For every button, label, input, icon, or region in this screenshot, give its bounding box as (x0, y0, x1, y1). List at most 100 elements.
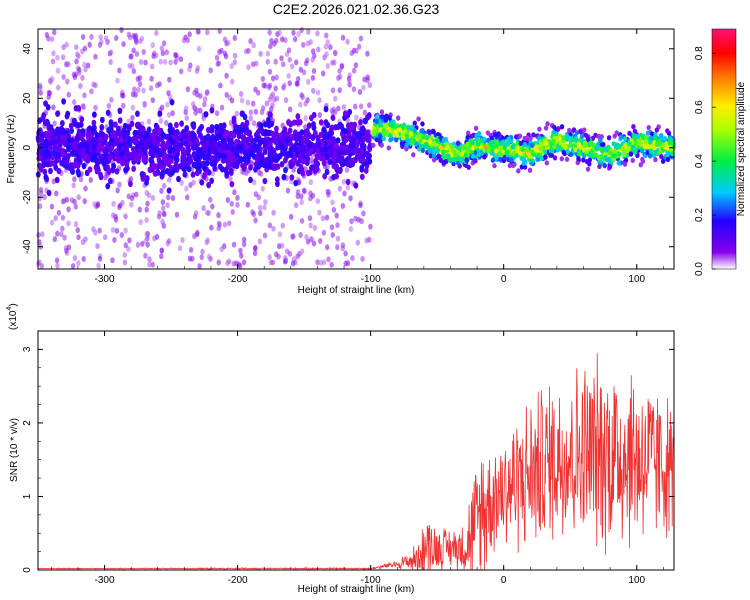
spectrogram-scatter-blob (88, 176, 93, 183)
spectrogram-scatter-blob (310, 56, 316, 63)
spectrogram-band-blob (353, 182, 359, 189)
spectrogram-scatter-blob (194, 67, 200, 74)
spectrogram-scatter-blob (103, 35, 109, 42)
spectrogram-scatter-blob (325, 39, 330, 46)
spectrogram-band-blob (108, 145, 114, 152)
spectrogram-band-blob (356, 130, 362, 138)
spectrogram-scatter-blob (219, 246, 224, 253)
spectrogram-scatter-blob (136, 86, 141, 93)
spectrogram-band-blob (568, 142, 573, 148)
spectrogram-scatter-blob (351, 86, 357, 93)
spectrogram-band-blob (383, 117, 389, 123)
spectrogram-band-blob (527, 167, 533, 173)
spectrogram-scatter-blob (299, 27, 304, 34)
spectrogram-scatter-blob (365, 50, 370, 57)
spectrogram-scatter-blob (300, 248, 305, 255)
spectrogram-scatter-blob (81, 256, 86, 263)
spectrogram-scatter-blob (83, 66, 88, 73)
spectrogram-scatter-blob (308, 222, 313, 229)
spectrogram-scatter-blob (228, 175, 233, 182)
spectrogram-scatter-blob (42, 193, 47, 200)
spectrogram-band-blob (492, 132, 498, 138)
spectrogram-band-blob (56, 151, 61, 159)
spectrogram-band-blob (117, 117, 123, 124)
spectrogram-band-blob (159, 164, 165, 171)
spectrogram-band-blob (174, 128, 180, 136)
spectrogram-scatter-blob (299, 193, 304, 200)
spectrogram-band-blob (314, 153, 320, 160)
spectrogram-scatter-blob (224, 72, 229, 79)
spectrogram-scatter-blob (341, 178, 347, 185)
spectrogram-scatter-blob (259, 170, 264, 177)
spectrogram-scatter-blob (353, 62, 359, 69)
spectrogram-scatter-blob (52, 29, 57, 36)
spectrogram-scatter-blob (111, 200, 116, 207)
spectrogram-scatter-blob (55, 230, 60, 237)
spectrogram-scatter-blob (222, 221, 228, 228)
spectrogram-scatter-blob (117, 181, 122, 188)
spectrogram-band-blob (371, 131, 377, 137)
spectrogram-band-blob (49, 160, 54, 167)
spectrogram-band-blob (640, 158, 646, 164)
spectrogram-scatter-blob (252, 250, 258, 257)
spectrogram-band-blob (517, 133, 523, 139)
spectrogram-scatter-blob (162, 58, 168, 65)
spectrogram-band-blob (619, 134, 624, 140)
spectrogram-band-blob (441, 149, 446, 155)
spectrogram-scatter-blob (320, 70, 326, 77)
spectrogram-scatter-blob (141, 87, 146, 94)
spectrogram-scatter-blob (131, 47, 136, 54)
spectrogram-scatter-blob (66, 91, 71, 98)
spectrogram-scatter-blob (82, 92, 87, 99)
spectrogram-scatter-blob (177, 245, 183, 252)
spectrogram-band-blob (300, 138, 306, 145)
spectrogram-scatter-blob (239, 252, 244, 259)
spectrogram-band-blob (41, 161, 47, 169)
spectrogram-scatter-blob (356, 216, 361, 223)
spectrogram-scatter-blob (184, 185, 189, 192)
spectrogram-band-blob (74, 134, 80, 142)
spectrogram-band-blob (240, 110, 245, 117)
spectrogram-band-blob (575, 160, 580, 166)
snr-series (37, 353, 675, 571)
spectrogram-scatter-blob (202, 101, 207, 108)
spectrogram-band-blob (328, 127, 334, 134)
spectrogram-xtick-label: 0 (501, 274, 507, 285)
spectrogram-scatter-blob (308, 39, 313, 46)
spectrogram-band-blob (486, 147, 491, 154)
spectrogram-scatter-blob (111, 212, 116, 219)
spectrogram-band-blob (379, 142, 384, 148)
spectrogram-scatter-blob (310, 74, 316, 81)
spectrogram-scatter-blob (137, 81, 143, 88)
spectrogram-band-blob (47, 144, 53, 151)
spectrogram-scatter-blob (126, 193, 131, 200)
spectrogram-band-blob (490, 157, 496, 163)
spectrogram-scatter-blob (324, 244, 330, 251)
spectrogram-band-blob (263, 128, 269, 136)
spectrogram-scatter-blob (119, 231, 124, 238)
spectrogram-scatter-blob (146, 118, 152, 125)
spectrogram-scatter-blob (37, 203, 43, 210)
spectrogram-band-blob (177, 163, 183, 170)
spectrogram-scatter-blob (367, 102, 372, 109)
spectrogram-scatter-blob (239, 97, 245, 104)
spectrogram-band-blob (394, 137, 399, 143)
spectrogram-band-blob (229, 180, 235, 188)
spectrogram-band-blob (543, 125, 549, 131)
spectrogram-scatter-blob (354, 47, 359, 54)
spectrogram-scatter-blob (93, 53, 98, 60)
spectrogram-scatter-blob (273, 58, 278, 65)
snr-xtick-label: -300 (95, 575, 115, 586)
spectrogram-band-blob (54, 176, 60, 184)
spectrogram-band-blob (359, 166, 365, 173)
spectrogram-scatter-blob (350, 255, 355, 262)
spectrogram-scatter-blob (224, 91, 229, 98)
spectrogram-band-blob (165, 139, 171, 147)
colorbar-gradient (711, 28, 737, 270)
spectrogram-scatter-blob (49, 36, 55, 43)
spectrogram-band-blob (199, 135, 205, 142)
spectrogram-scatter-blob (37, 82, 43, 89)
spectrogram-scatter-blob (185, 37, 190, 44)
spectrogram-band-blob (612, 133, 617, 139)
